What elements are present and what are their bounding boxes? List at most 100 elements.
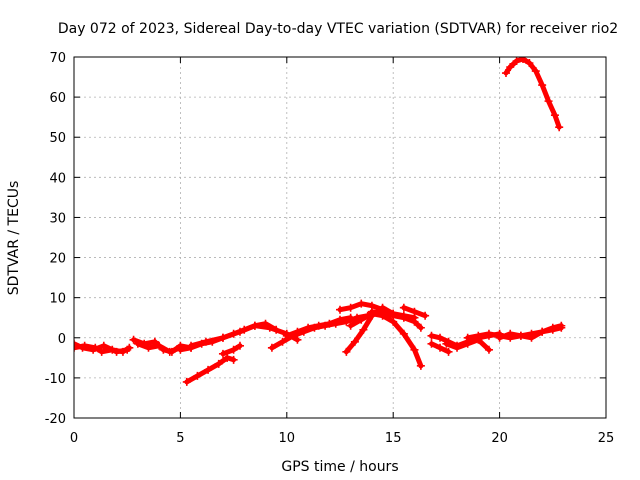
series-arc-2 [74, 339, 132, 356]
data-point-marker [235, 341, 244, 350]
grid-lines [74, 57, 606, 418]
data-point-marker [176, 345, 185, 354]
y-tick-label: 20 [49, 252, 66, 267]
data-point-marker [325, 319, 334, 328]
data-point-marker [218, 349, 227, 358]
data-point-marker [527, 333, 536, 342]
data-point-marker [336, 315, 344, 324]
x-tick-label: 25 [598, 431, 615, 446]
data-point-marker [336, 305, 344, 314]
axis-ticks: 0 5 10 15 20 25 -20 -10 0 10 20 30 40 50 60 70 [45, 51, 615, 446]
data-point-marker [89, 345, 98, 354]
data-point-marker [214, 359, 223, 368]
data-point-marker [293, 327, 302, 336]
data-point-marker [410, 317, 419, 326]
data-point-marker [187, 341, 196, 350]
data-point-marker [282, 331, 291, 340]
data-point-marker [229, 345, 238, 354]
data-point-marker [516, 331, 525, 340]
data-point-marker [78, 343, 87, 352]
y-tick-label: 30 [49, 211, 66, 226]
data-point-marker [235, 327, 244, 336]
data-point-marker [410, 307, 419, 316]
y-tick-label: 10 [49, 292, 66, 307]
data-point-marker [427, 339, 436, 348]
data-point-marker [519, 57, 528, 64]
y-tick-label: -10 [45, 372, 66, 387]
series-arc-14 [367, 307, 425, 332]
data-point-marker [342, 347, 351, 356]
data-point-marker [250, 321, 259, 330]
series-line [348, 311, 424, 369]
data-point-marker [204, 365, 213, 374]
data-point-marker [165, 347, 174, 356]
data-point-marker [193, 371, 202, 380]
data-point-marker [112, 347, 121, 356]
data-point-marker [229, 355, 238, 364]
data-series-layer [74, 57, 566, 386]
chart-title: Day 072 of 2023, Sidereal Day-to-day VTE… [58, 21, 618, 37]
data-point-marker [293, 335, 302, 344]
data-point-marker [427, 331, 436, 340]
y-tick-label: 60 [49, 91, 66, 106]
data-point-marker [123, 345, 132, 354]
data-point-marker [359, 325, 368, 334]
data-point-marker [218, 333, 227, 342]
series-arc-8 [218, 341, 244, 358]
data-point-marker [346, 313, 355, 322]
data-point-marker [357, 299, 366, 308]
y-tick-label: -20 [45, 412, 66, 427]
data-point-marker [346, 303, 355, 312]
plot-frame [73, 56, 607, 419]
data-point-marker [544, 97, 553, 106]
data-point-marker [531, 67, 540, 76]
data-point-marker [453, 343, 462, 352]
data-point-marker [74, 339, 78, 348]
data-point-marker [265, 323, 274, 332]
series-arc-18 [442, 335, 493, 354]
data-point-marker [399, 303, 408, 312]
series-arc-10 [282, 313, 355, 340]
data-point-marker [421, 311, 430, 320]
data-point-marker [357, 315, 366, 324]
y-axis-title: SDTVAR / TECUs [6, 181, 22, 296]
data-point-marker [538, 81, 547, 90]
data-point-marker [442, 339, 451, 348]
data-point-marker [278, 337, 287, 346]
x-axis-title: GPS time / hours [281, 459, 398, 475]
data-point-marker [444, 347, 453, 356]
data-point-marker [525, 59, 534, 68]
data-point-marker [557, 321, 566, 330]
series-arc-7 [182, 353, 238, 386]
data-point-marker [267, 343, 276, 352]
data-point-marker [350, 337, 359, 346]
series-arc-21 [501, 57, 564, 132]
series-arc-20 [495, 321, 566, 342]
data-point-marker [367, 307, 376, 316]
data-point-marker [314, 321, 323, 330]
data-point-marker [463, 333, 472, 342]
series-arc-17 [427, 339, 453, 356]
data-point-marker [484, 345, 493, 354]
data-point-marker [389, 311, 398, 320]
data-point-marker [548, 323, 557, 332]
data-point-marker [512, 57, 521, 66]
data-point-marker [304, 323, 313, 332]
data-point-marker [133, 339, 142, 348]
data-point-marker [538, 327, 547, 336]
data-point-marker [436, 333, 445, 342]
data-point-marker [346, 321, 355, 330]
data-point-marker [484, 329, 493, 338]
series-line [503, 57, 562, 130]
data-point-marker [474, 331, 483, 340]
data-point-marker [555, 123, 564, 132]
data-point-marker [144, 343, 153, 352]
data-point-marker [201, 337, 210, 346]
data-point-marker [550, 111, 559, 120]
x-tick-label: 20 [491, 431, 508, 446]
data-point-marker [223, 353, 232, 362]
data-point-marker [99, 341, 108, 350]
data-point-marker [155, 341, 164, 350]
y-tick-label: 40 [49, 171, 66, 186]
